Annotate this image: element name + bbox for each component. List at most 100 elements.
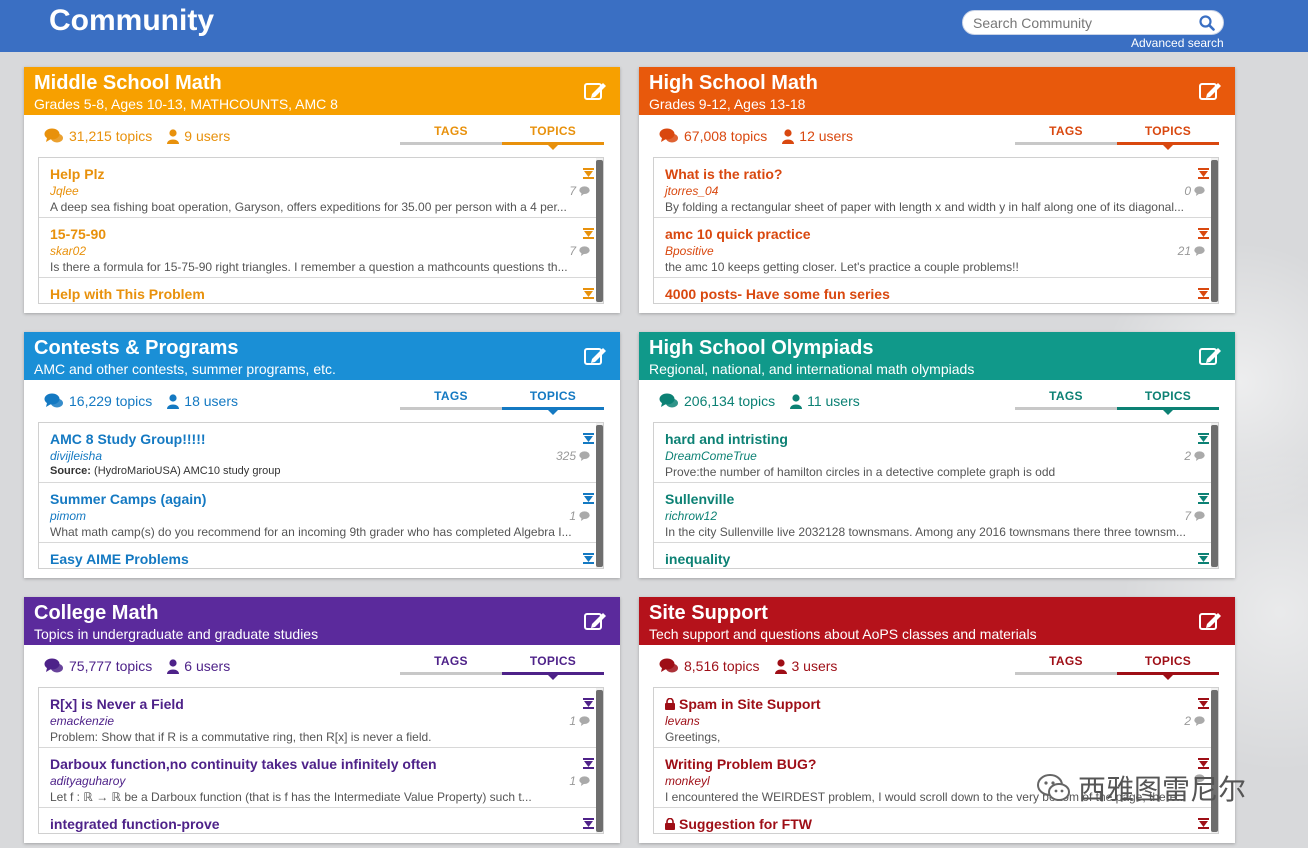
topic-title[interactable]: Spam in Site Support [665,696,821,712]
topic-item[interactable]: Sullenville richrow12 In the city Sullenvi… [654,483,1213,543]
topic-title-text[interactable]: 15-75-90 [50,226,107,242]
topic-title[interactable]: Easy AIME Problems [50,551,189,567]
new-topic-icon[interactable] [583,610,607,632]
tab-topics[interactable]: TOPICS [1117,123,1219,150]
topic-author[interactable]: Jqlee [50,184,79,198]
forum-title[interactable]: High School Math [649,72,818,94]
search-box[interactable] [962,10,1224,35]
topic-list-scrollbar[interactable] [1211,158,1218,303]
topic-title[interactable]: Help Plz [50,166,104,182]
topic-title-text[interactable]: 4000 posts- Have some fun series [665,286,890,302]
topic-item[interactable]: integrated function-prove [39,808,598,833]
topic-title-text[interactable]: R[x] is Never a Field [50,696,184,712]
tab-topics[interactable]: TOPICS [1117,388,1219,415]
topic-title-text[interactable]: Darboux function,no continuity takes val… [50,756,437,772]
topic-list[interactable]: Help Plz Jqlee A deep sea fishing boat ope… [38,157,604,304]
topic-author[interactable]: levans [665,714,700,728]
topic-author[interactable]: pimom [50,509,87,523]
new-topic-icon[interactable] [1198,345,1222,367]
topic-title-text[interactable]: amc 10 quick practice [665,226,811,242]
topic-title-text[interactable]: Writing Problem BUG? [665,756,817,772]
forum-header[interactable]: Site Support Tech support and questions a… [639,597,1235,645]
new-topic-icon[interactable] [583,345,607,367]
topic-list-scrollbar[interactable] [1211,423,1218,568]
topic-title[interactable]: 4000 posts- Have some fun series [665,286,890,302]
topic-title[interactable]: inequality [665,551,730,567]
topic-title[interactable]: integrated function-prove [50,816,220,832]
topic-item[interactable]: What is the ratio? jtorres_04 By folding a… [654,158,1213,218]
expand-topic-icon[interactable] [583,433,594,444]
forum-header[interactable]: High School Math Grades 9-12, Ages 13-18 [639,67,1235,115]
topic-title-text[interactable]: Help with This Problem [50,286,205,302]
topic-title-text[interactable]: hard and intristing [665,431,788,447]
expand-topic-icon[interactable] [583,758,594,769]
new-topic-icon[interactable] [1198,610,1222,632]
topic-author[interactable]: monkeyl [665,774,710,788]
topic-list-scrollbar[interactable] [596,688,603,833]
topic-title[interactable]: hard and intristing [665,431,788,447]
topic-item[interactable]: hard and intristing DreamComeTrue Prove:th… [654,423,1213,483]
forum-header[interactable]: Middle School Math Grades 5-8, Ages 10-13… [24,67,620,115]
tab-topics[interactable]: TOPICS [502,653,604,680]
topic-item[interactable]: Writing Problem BUG? monkeyl I encountered… [654,748,1213,808]
scrollbar-thumb[interactable] [1211,160,1218,302]
tab-topics[interactable]: TOPICS [502,123,604,150]
tab-tags[interactable]: TAGS [1015,123,1117,147]
tab-tags[interactable]: TAGS [400,123,502,147]
expand-topic-icon[interactable] [1198,433,1209,444]
topic-item[interactable]: R[x] is Never a Field emackenzie Problem: … [39,688,598,748]
expand-topic-icon[interactable] [583,698,594,709]
topic-item[interactable]: Spam in Site Support levans Greetings, 2 [654,688,1213,748]
topic-list[interactable]: R[x] is Never a Field emackenzie Problem: … [38,687,604,834]
topic-author[interactable]: skar02 [50,244,87,258]
topic-title-text[interactable]: inequality [665,551,731,567]
expand-topic-icon[interactable] [1198,818,1209,829]
expand-topic-icon[interactable] [583,553,594,564]
topic-item[interactable]: Suggestion for FTW [654,808,1213,833]
topic-title[interactable]: Sullenville [665,491,734,507]
topic-item[interactable]: inequality [654,543,1213,568]
topic-item[interactable]: amc 10 quick practice Bpositive the amc 10… [654,218,1213,278]
topic-title[interactable]: Suggestion for FTW [665,816,812,832]
expand-topic-icon[interactable] [1198,493,1209,504]
forum-header[interactable]: College Math Topics in undergraduate and … [24,597,620,645]
topic-list[interactable]: What is the ratio? jtorres_04 By folding a… [653,157,1219,304]
topic-author[interactable]: DreamComeTrue [665,449,757,463]
topic-item[interactable]: 4000 posts- Have some fun series [654,278,1213,303]
advanced-search-link[interactable]: Advanced search [1131,36,1224,50]
topic-item[interactable]: Help with This Problem [39,278,598,303]
topic-title[interactable]: 15-75-90 [50,226,106,242]
topic-title[interactable]: amc 10 quick practice [665,226,811,242]
expand-topic-icon[interactable] [583,493,594,504]
topic-item[interactable]: Summer Camps (again) pimom What math camp(… [39,483,598,543]
new-topic-icon[interactable] [583,80,607,102]
tab-tags[interactable]: TAGS [400,388,502,412]
topic-title[interactable]: Darboux function,no continuity takes val… [50,756,437,772]
forum-header[interactable]: Contests & Programs AMC and other contest… [24,332,620,380]
topic-title-text[interactable]: integrated function-prove [50,816,220,832]
topic-author[interactable]: Bpositive [665,244,714,258]
topic-author[interactable]: adityaguharoy [50,774,126,788]
new-topic-icon[interactable] [1198,80,1222,102]
topic-title-text[interactable]: Sullenville [665,491,735,507]
expand-topic-icon[interactable] [1198,698,1209,709]
topic-title[interactable]: Summer Camps (again) [50,491,206,507]
topic-title[interactable]: R[x] is Never a Field [50,696,184,712]
topic-item[interactable]: Help Plz Jqlee A deep sea fishing boat ope… [39,158,598,218]
search-input[interactable] [973,14,1193,32]
forum-header[interactable]: High School Olympiads Regional, national,… [639,332,1235,380]
tab-tags[interactable]: TAGS [400,653,502,677]
forum-title[interactable]: College Math [34,602,159,624]
expand-topic-icon[interactable] [583,228,594,239]
forum-title[interactable]: High School Olympiads [649,337,874,359]
topic-author[interactable]: emackenzie [50,714,115,728]
expand-topic-icon[interactable] [1198,758,1209,769]
expand-topic-icon[interactable] [583,288,594,299]
search-icon[interactable] [1199,15,1215,31]
topic-author[interactable]: jtorres_04 [665,184,719,198]
topic-list[interactable]: hard and intristing DreamComeTrue Prove:th… [653,422,1219,569]
topic-title[interactable]: Help with This Problem [50,286,205,302]
forum-title[interactable]: Site Support [649,602,768,624]
topic-list[interactable]: AMC 8 Study Group!!!!! divijleisha Source:… [38,422,604,569]
expand-topic-icon[interactable] [1198,288,1209,299]
